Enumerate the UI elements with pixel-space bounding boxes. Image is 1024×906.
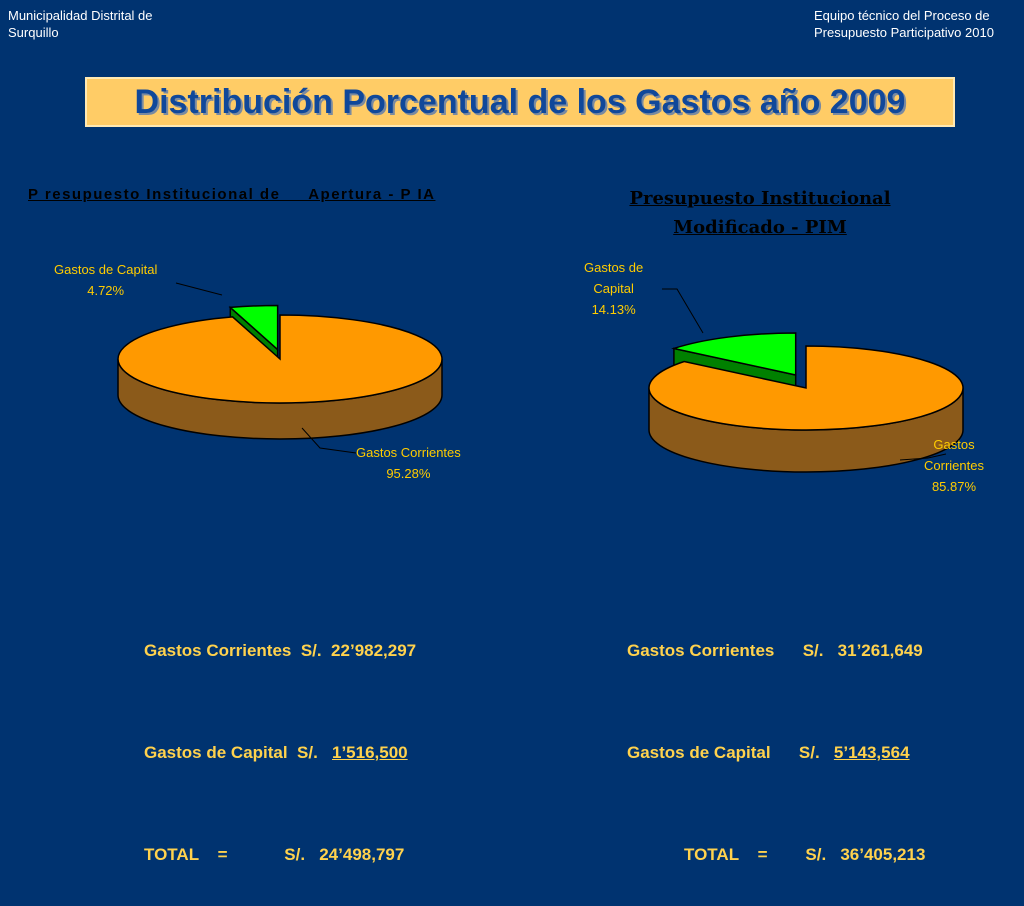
leader-lines <box>175 282 947 461</box>
totals-pia-corrientes: Gastos Corrientes S/. 22’982,297 <box>144 641 417 660</box>
totals-pim-capital-label: Gastos de Capital S/. <box>627 743 834 762</box>
pia-capital-pct: 4.72% <box>87 283 125 298</box>
totals-pia-total: TOTAL = S/. 24’498,797 <box>144 845 405 864</box>
header-right: Equipo técnico del Proceso de Presupuest… <box>814 7 994 41</box>
header-left-line1: Municipalidad Distrital de <box>8 8 153 23</box>
totals-pia: Gastos Corrientes S/. 22’982,297 Gastos … <box>144 566 416 906</box>
totals-pia-capital: Gastos de Capital S/. 1’516,500 <box>144 736 416 770</box>
page-title: Distribución Porcentual de los Gastos añ… <box>134 82 906 121</box>
pie-charts <box>117 282 964 473</box>
leader-line-pia-corrientes <box>301 427 357 454</box>
pim-corrientes-label: Gastos Corrientes 85.87% <box>924 434 984 497</box>
pie-chart-pim <box>648 332 964 473</box>
pie-chart-pia <box>117 304 443 440</box>
leader-line-pim-capital <box>662 288 704 334</box>
totals-pim-corrientes: Gastos Corrientes S/. 31’261,649 <box>627 641 923 660</box>
header-left: Municipalidad Distrital de Surquillo <box>8 7 153 41</box>
pia-corrientes-label: Gastos Corrientes 95.28% <box>356 442 461 484</box>
header-right-line1: Equipo técnico del Proceso de <box>814 8 990 23</box>
pim-capital-name-1: Gastos de <box>584 260 644 275</box>
pim-capital-pct: 14.13% <box>591 302 636 317</box>
pia-capital-name: Gastos de Capital <box>54 262 158 277</box>
pim-corrientes-name-1: Gastos <box>933 437 975 452</box>
pim-capital-slice <box>671 332 797 376</box>
pia-capital-label: Gastos de Capital 4.72% <box>54 259 157 301</box>
chart-title-pia: P resupuesto Institucional de Apertura -… <box>28 186 436 203</box>
pim-corrientes-slice <box>648 345 964 431</box>
header-left-line2: Surquillo <box>8 25 59 40</box>
pim-capital-name-2: Capital <box>593 281 634 296</box>
title-banner: Distribución Porcentual de los Gastos añ… <box>85 77 955 127</box>
chart-title-pim-line1: Presupuesto Institucional <box>629 188 891 209</box>
pim-capital-label: Gastos de Capital 14.13% <box>584 257 643 320</box>
pim-corrientes-name-2: Corrientes <box>924 458 984 473</box>
pia-corrientes-slice <box>117 314 443 404</box>
totals-pim-capital-value: 5’143,564 <box>833 743 910 762</box>
totals-pia-capital-value: 1’516,500 <box>332 743 408 762</box>
chart-title-pim-line2: Modificado - PIM <box>673 217 847 238</box>
totals-pia-capital-label: Gastos de Capital S/. <box>144 743 332 762</box>
leader-line-pim-corrientes <box>899 453 947 461</box>
leader-line-pia-capital <box>175 282 223 296</box>
totals-pim-capital: Gastos de Capital S/. 5’143,564 <box>627 736 925 770</box>
pim-corrientes-pct: 85.87% <box>931 479 977 494</box>
pia-corrientes-pct: 95.28% <box>386 466 431 481</box>
totals-pim-total: TOTAL = S/. 36’405,213 <box>684 845 926 864</box>
pia-capital-slice <box>228 304 279 352</box>
pia-corrientes-name: Gastos Corrientes <box>356 445 461 460</box>
totals-pim: Gastos Corrientes S/. 31’261,649 Gastos … <box>627 566 925 906</box>
header-right-line2: Presupuesto Participativo 2010 <box>814 25 994 40</box>
chart-title-pim: Presupuesto Institucional Modificado - P… <box>540 184 980 242</box>
